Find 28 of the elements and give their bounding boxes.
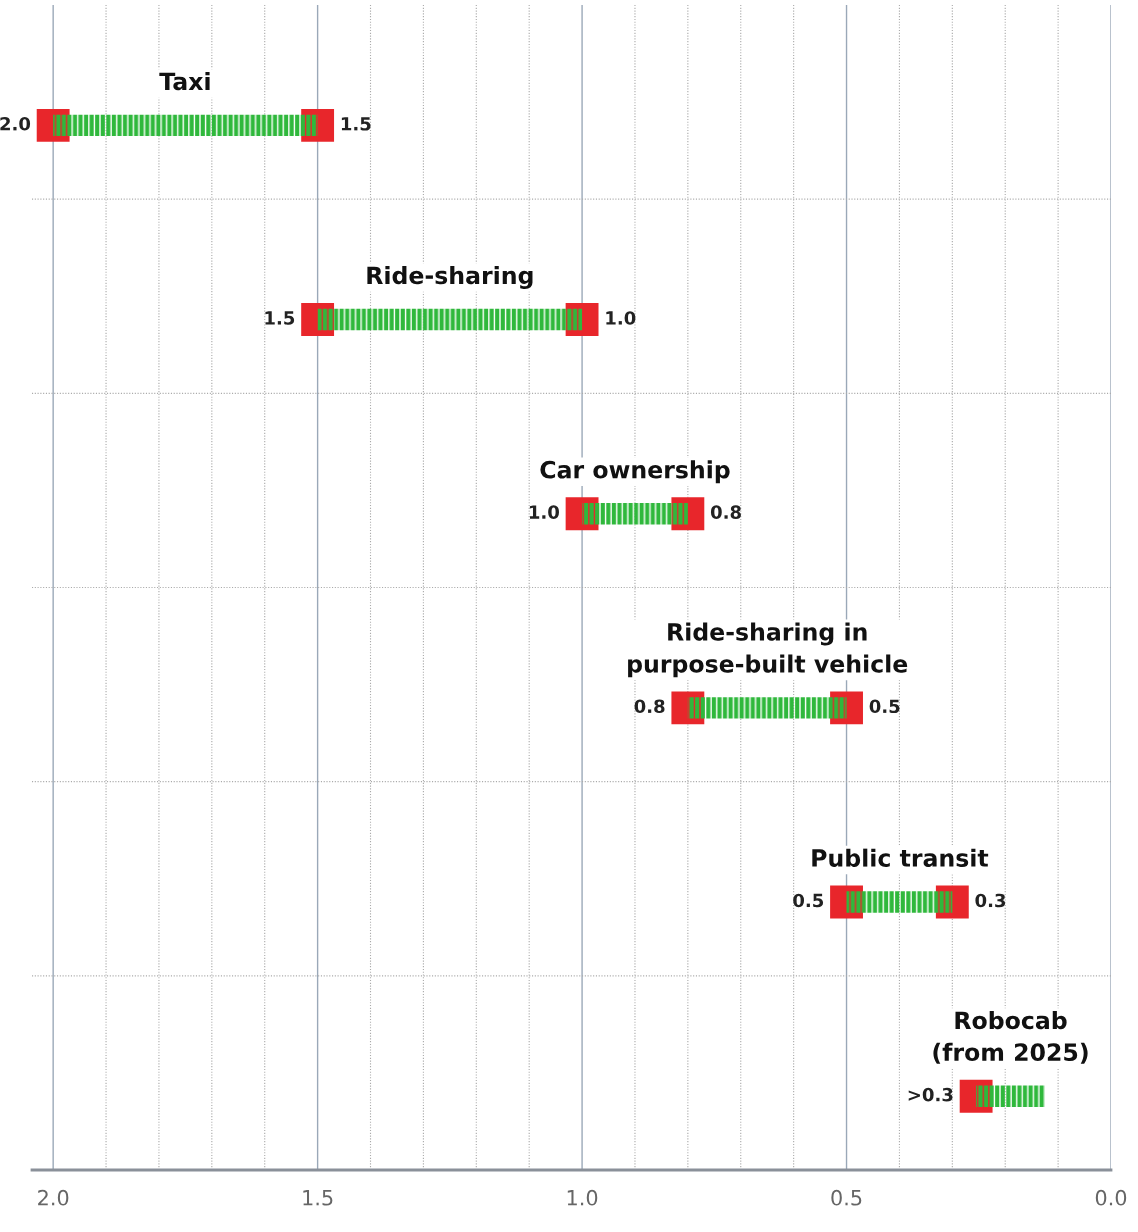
x-tick-label: 1.5 — [303, 1190, 333, 1206]
y-tick-label: Ride-sharing in purpose-built vehicle — [628, 622, 908, 678]
bar — [53, 114, 318, 137]
data-label: 1.5 — [341, 117, 371, 131]
y-tick-label: Ride-sharing — [367, 265, 533, 289]
data-label: 1.0 — [529, 505, 559, 519]
bar — [687, 697, 847, 719]
data-label: 0.3 — [975, 893, 1006, 908]
bar — [317, 308, 583, 331]
y-tick-label: Robocab (from 2025) — [933, 1010, 1088, 1064]
data-label: 0.8 — [710, 505, 741, 519]
y-tick-label: Car ownership — [540, 460, 730, 484]
data-label: 0.5 — [869, 699, 900, 714]
data-label: 1.5 — [265, 311, 295, 325]
data-label: >0.3 — [908, 1087, 953, 1102]
bar — [582, 503, 688, 525]
y-tick-label: Public transit — [812, 848, 989, 867]
x-tick-label: 2.0 — [38, 1189, 69, 1206]
bar — [846, 891, 953, 913]
x-tick-label: 0.0 — [1095, 1189, 1127, 1206]
data-label: 0.5 — [793, 893, 824, 908]
bar — [976, 1085, 1045, 1107]
data-label: 1.0 — [606, 311, 636, 325]
x-tick-label: 1.0 — [567, 1189, 598, 1206]
y-tick-label: Taxi — [159, 71, 210, 91]
data-label: 2.0 — [0, 116, 31, 131]
data-label: 0.8 — [634, 699, 665, 714]
x-tick-label: 0.5 — [831, 1189, 862, 1206]
